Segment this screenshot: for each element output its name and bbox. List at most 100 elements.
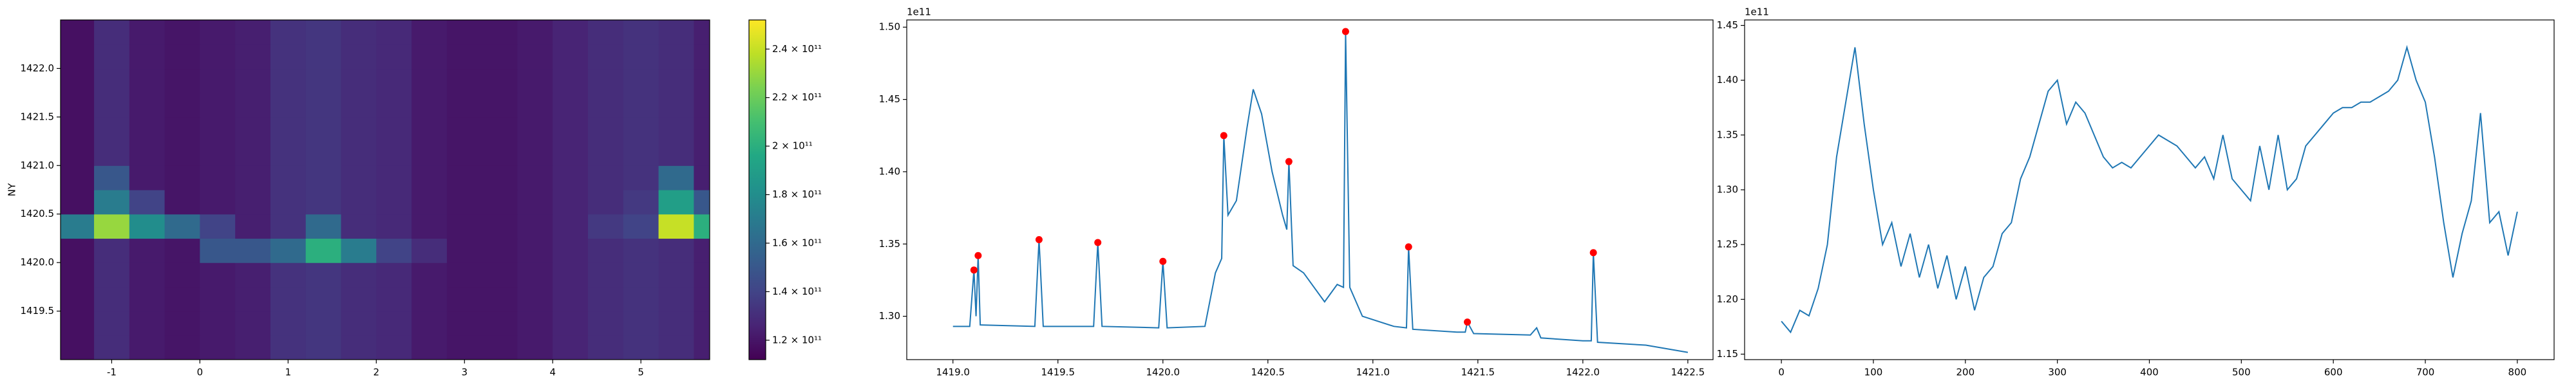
heat-cell (94, 335, 130, 360)
colorbar-tick-label: 1.2 × 10¹¹ (772, 334, 822, 345)
line-series (952, 31, 1689, 353)
heat-cell (623, 190, 659, 215)
heat-cell (235, 68, 271, 93)
heat-cell (482, 165, 518, 190)
heat-cell (129, 214, 166, 239)
heat-cell (164, 20, 200, 45)
heat-cell (446, 116, 483, 142)
heat-cell (61, 68, 95, 93)
heat-cell (200, 311, 236, 336)
heat-cell (235, 165, 271, 190)
heat-cell (588, 190, 624, 215)
heat-cell (129, 116, 166, 142)
x-tick-label: 1422.0 (1566, 367, 1600, 378)
heat-cell (129, 93, 166, 118)
x-tick-label: 4 (549, 367, 556, 378)
heat-cell (588, 311, 624, 336)
x-tick-label: 2 (374, 367, 380, 378)
heat-cell (200, 190, 236, 215)
heat-cell (658, 20, 694, 45)
heat-cell (553, 44, 589, 69)
heat-cell (517, 93, 553, 118)
heat-cell (658, 141, 694, 166)
x-tick-label: 1419.0 (936, 367, 970, 378)
heat-cell (658, 116, 694, 142)
heat-cell (200, 44, 236, 69)
axes-frame (906, 19, 1714, 360)
heat-cell (412, 311, 448, 336)
heat-cell (376, 165, 412, 190)
heat-cell (553, 214, 589, 239)
heat-cell (129, 335, 166, 360)
x-tick-label: 500 (2232, 367, 2251, 378)
x-tick-label: 1 (285, 367, 292, 378)
heat-cell (694, 286, 710, 312)
heat-cell (235, 190, 271, 215)
heat-cell (553, 286, 589, 312)
x-tick-label: 5 (638, 367, 644, 378)
heat-cell (235, 311, 271, 336)
heat-cell (376, 20, 412, 45)
heat-cell (61, 262, 95, 288)
x-tick-label: 1422.5 (1671, 367, 1705, 378)
heat-cell (588, 44, 624, 69)
peak-marker (1035, 236, 1043, 244)
heat-cell (482, 238, 518, 263)
heat-cell (164, 262, 200, 288)
heat-cell (94, 286, 130, 312)
heat-cell (412, 93, 448, 118)
heat-cell (129, 165, 166, 190)
heat-cell (412, 238, 448, 263)
heat-cell (482, 141, 518, 166)
y-tick-label: 1.40 (879, 165, 900, 177)
heat-cell (412, 214, 448, 239)
heat-cell (376, 311, 412, 336)
heat-cell (94, 165, 130, 190)
heat-cell (341, 190, 377, 215)
heat-cell (200, 286, 236, 312)
colorbar-frame (748, 19, 766, 360)
heat-cell (376, 238, 412, 263)
heat-cell (623, 335, 659, 360)
peak-marker (1220, 132, 1227, 140)
heat-cell (553, 311, 589, 336)
heat-cell (658, 68, 694, 93)
heat-cell (658, 335, 694, 360)
heat-cell (164, 116, 200, 142)
heat-cell (305, 68, 342, 93)
heat-cell (482, 286, 518, 312)
heat-cell (376, 44, 412, 69)
heat-cell (623, 44, 659, 69)
heat-cell (517, 286, 553, 312)
y-axis-label: NY (6, 183, 18, 196)
heat-cell (235, 238, 271, 263)
heat-cell (623, 286, 659, 312)
colorbar-tick-label: 1.4 × 10¹¹ (772, 286, 822, 297)
y-tick-label: 1.30 (879, 310, 900, 322)
heat-cell (694, 262, 710, 288)
heat-cell (412, 165, 448, 190)
heat-cell (517, 335, 553, 360)
heat-cell (412, 262, 448, 288)
axes-frame (1744, 19, 2555, 360)
colorbar-tick-label: 2.4 × 10¹¹ (772, 43, 822, 55)
heat-cell (553, 190, 589, 215)
heat-cell (164, 335, 200, 360)
heat-cell (61, 214, 95, 239)
peak-marker (1285, 158, 1293, 165)
heat-cell (588, 141, 624, 166)
heat-cell (482, 262, 518, 288)
heat-cell (694, 20, 710, 45)
heat-cell (376, 93, 412, 118)
x-tick-label: 1421.0 (1356, 367, 1390, 378)
heat-cell (658, 311, 694, 336)
heat-cell (517, 214, 553, 239)
x-tick-label: 300 (2048, 367, 2067, 378)
heat-cell (553, 68, 589, 93)
heat-cell (61, 238, 95, 263)
heat-cell (482, 190, 518, 215)
heat-cell (482, 44, 518, 69)
heat-cell (446, 68, 483, 93)
heat-cell (694, 190, 710, 215)
heat-cell (553, 165, 589, 190)
